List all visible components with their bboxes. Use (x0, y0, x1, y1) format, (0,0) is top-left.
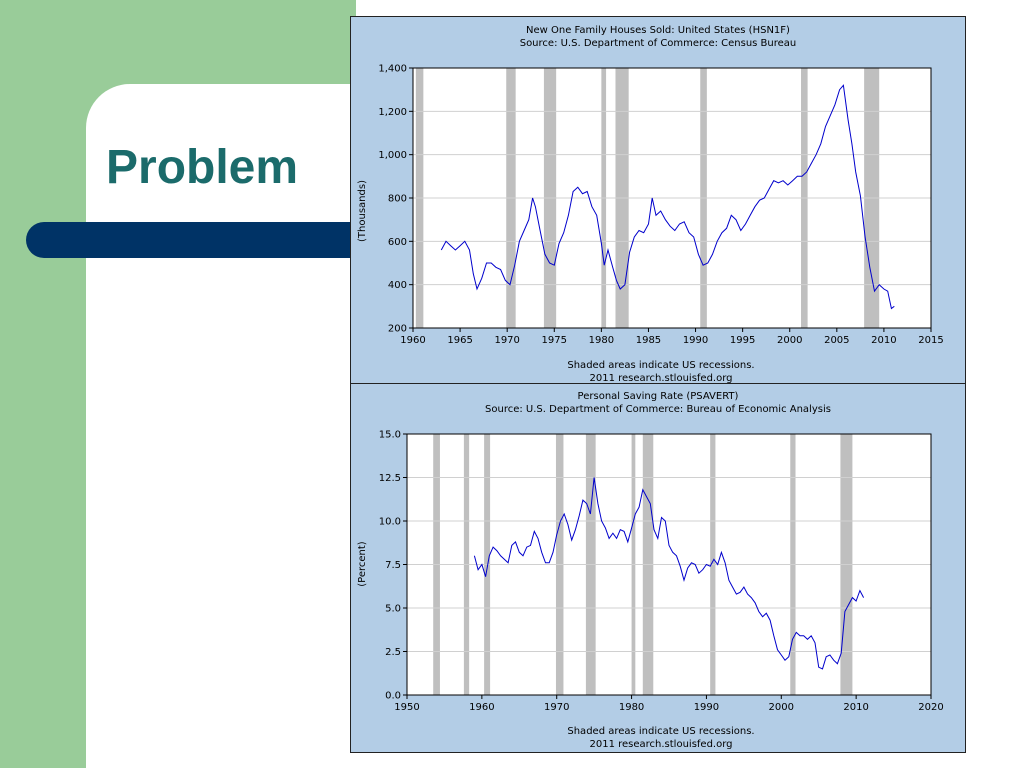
y-tick-label: 15.0 (379, 430, 401, 441)
y-tick-label: 10.0 (379, 517, 401, 528)
plot-border (412, 67, 932, 329)
recession-note: Shaded areas indicate US recessions. (567, 726, 754, 737)
chart-subtitle: Source: U.S. Department of Commerce: Cen… (520, 38, 797, 49)
x-tick-label: 2005 (824, 335, 849, 346)
saving-rate-svg: Personal Saving Rate (PSAVERT) Source: U… (357, 391, 944, 750)
y-tick-label: 0.0 (385, 691, 401, 702)
x-tick-label: 2010 (843, 702, 868, 713)
y-tick-label: 12.5 (379, 473, 401, 484)
x-tick-label: 2000 (777, 335, 802, 346)
x-tick-label: 2020 (918, 702, 943, 713)
y-tick-label: 5.0 (385, 604, 401, 615)
x-tick-label: 1965 (447, 335, 472, 346)
x-tick-label: 1995 (730, 335, 755, 346)
x-tick-label: 1980 (619, 702, 644, 713)
x-tick-label: 1950 (394, 702, 419, 713)
source-note: 2011 research.stlouisfed.org (589, 373, 732, 384)
y-tick-label: 1,400 (378, 64, 407, 75)
title-panel (86, 84, 366, 768)
x-tick-label: 2000 (769, 702, 794, 713)
x-tick-label: 1960 (469, 702, 494, 713)
y-tick-label: 800 (388, 194, 407, 205)
y-tick-label: 1,000 (378, 150, 407, 161)
y-tick-label: 600 (388, 237, 407, 248)
chart-title: New One Family Houses Sold: United State… (526, 25, 790, 36)
series-line (473, 477, 865, 670)
saving-rate-chart: Personal Saving Rate (PSAVERT) Source: U… (350, 383, 966, 753)
source-note: 2011 research.stlouisfed.org (589, 739, 732, 750)
x-tick-label: 1960 (400, 335, 425, 346)
y-tick-label: 2.5 (385, 647, 401, 658)
houses-sold-chart: New One Family Houses Sold: United State… (350, 16, 966, 385)
x-tick-label: 1990 (694, 702, 719, 713)
chart-subtitle: Source: U.S. Department of Commerce: Bur… (485, 404, 831, 415)
accent-bar (26, 222, 356, 258)
y-tick-label: 200 (388, 324, 407, 335)
x-tick-label: 1970 (494, 335, 519, 346)
y-tick-label: 400 (388, 280, 407, 291)
left-green-band (0, 0, 86, 768)
series-line (440, 84, 895, 310)
x-tick-label: 2010 (871, 335, 896, 346)
chart-title: Personal Saving Rate (PSAVERT) (578, 391, 739, 402)
x-tick-label: 1990 (683, 335, 708, 346)
y-axis-label: (Percent) (357, 541, 368, 587)
y-axis-label: (Thousands) (357, 180, 368, 242)
x-tick-label: 1985 (636, 335, 661, 346)
y-tick-label: 1,200 (378, 107, 407, 118)
y-tick-label: 7.5 (385, 560, 401, 571)
recession-note: Shaded areas indicate US recessions. (567, 360, 754, 371)
x-tick-label: 2015 (918, 335, 943, 346)
x-tick-label: 1980 (589, 335, 614, 346)
houses-sold-svg: New One Family Houses Sold: United State… (357, 25, 944, 384)
slide-title: Problem (106, 141, 299, 194)
plot-border (406, 433, 932, 696)
x-tick-label: 1970 (544, 702, 569, 713)
x-tick-label: 1975 (542, 335, 567, 346)
